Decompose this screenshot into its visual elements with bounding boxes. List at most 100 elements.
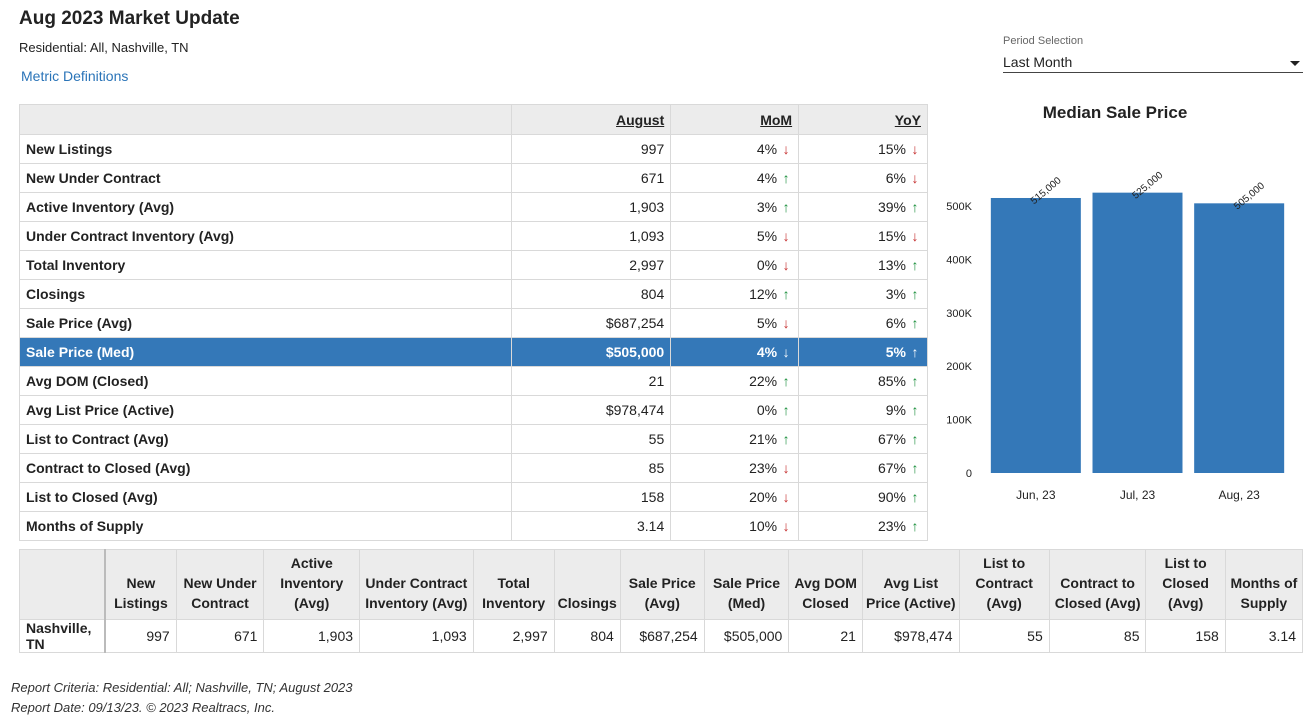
- metric-row[interactable]: Under Contract Inventory (Avg) 1,093 5% ↓ 15…: [18, 221, 928, 251]
- metric-yoy: 3% ↑: [798, 279, 928, 309]
- metric-row[interactable]: Active Inventory (Avg) 1,903 3% ↑ 39% ↑: [18, 192, 928, 222]
- metric-yoy: 13% ↑: [798, 250, 928, 280]
- metric-mom: 4% ↑: [670, 163, 800, 193]
- arrow-down-icon: ↓: [782, 489, 790, 505]
- arrow-up-icon: ↑: [911, 373, 919, 389]
- summary-column-header: New Listings: [104, 549, 177, 620]
- summary-column-header: Active Inventory (Avg): [263, 549, 361, 620]
- y-tick-label: 500K: [946, 201, 972, 213]
- summary-cell: 55: [958, 619, 1050, 653]
- metric-row[interactable]: Contract to Closed (Avg) 85 23% ↓ 67% ↑: [18, 453, 928, 483]
- metric-row[interactable]: Closings 804 12% ↑ 3% ↑: [18, 279, 928, 309]
- bar[interactable]: [1092, 192, 1183, 473]
- summary-column-header: Closings: [553, 549, 621, 620]
- metrics-table: August MoM YoY New Listings 997 4% ↓ 15% ↓ New…: [18, 104, 928, 541]
- metric-mom: 5% ↓: [670, 308, 800, 338]
- summary-row-label: Nashville, TN: [19, 619, 107, 653]
- metric-mom: 0% ↓: [670, 250, 800, 280]
- bar[interactable]: [990, 197, 1081, 474]
- metric-label: List to Closed (Avg): [18, 482, 513, 512]
- summary-column-header: Sale Price (Avg): [619, 549, 705, 620]
- arrow-up-icon: ↑: [911, 489, 919, 505]
- metric-yoy: 67% ↑: [798, 424, 928, 454]
- metric-row[interactable]: Months of Supply 3.14 10% ↓ 23% ↑: [18, 511, 928, 541]
- arrow-down-icon: ↓: [911, 170, 919, 186]
- metric-row[interactable]: New Under Contract 671 4% ↑ 6% ↓: [18, 163, 928, 193]
- summary-column-header: Under Contract Inventory (Avg): [359, 549, 474, 620]
- summary-column-header: Avg List Price (Active): [861, 549, 960, 620]
- metric-value: 1,903: [511, 192, 672, 222]
- metric-definitions-link[interactable]: Metric Definitions: [21, 68, 129, 84]
- metric-row[interactable]: Avg DOM (Closed) 21 22% ↑ 85% ↑: [18, 366, 928, 396]
- arrow-down-icon: ↓: [911, 228, 919, 244]
- metric-label: Under Contract Inventory (Avg): [18, 221, 513, 251]
- summary-column-header: Months of Supply: [1224, 549, 1304, 620]
- metric-yoy: 39% ↑: [798, 192, 928, 222]
- summary-table: New Listings New Under Contract Active Inv…: [19, 549, 1304, 653]
- period-select[interactable]: Last Month: [1003, 51, 1303, 73]
- summary-column-header: New Under Contract: [175, 549, 265, 620]
- metric-value: 158: [511, 482, 672, 512]
- metric-label: Months of Supply: [18, 511, 513, 541]
- metric-yoy: 6% ↑: [798, 308, 928, 338]
- metric-row[interactable]: Sale Price (Med) $505,000 4% ↓ 5% ↑: [18, 337, 928, 367]
- metric-yoy: 9% ↑: [798, 395, 928, 425]
- arrow-up-icon: ↑: [911, 286, 919, 302]
- caret-down-icon: [1290, 61, 1300, 66]
- y-tick-label: 100K: [946, 415, 972, 427]
- metric-row[interactable]: New Listings 997 4% ↓ 15% ↓: [18, 134, 928, 164]
- metric-row[interactable]: Total Inventory 2,997 0% ↓ 13% ↑: [18, 250, 928, 280]
- summary-cell: $505,000: [703, 619, 790, 653]
- metric-value: 2,997: [511, 250, 672, 280]
- arrow-up-icon: ↑: [782, 373, 790, 389]
- y-tick-label: 300K: [946, 308, 972, 320]
- metric-label: Avg DOM (Closed): [18, 366, 513, 396]
- arrow-up-icon: ↑: [782, 286, 790, 302]
- metric-yoy: 5% ↑: [798, 337, 928, 367]
- column-header-yoy[interactable]: YoY: [798, 104, 928, 135]
- metric-value: $978,474: [511, 395, 672, 425]
- summary-column-header: Sale Price (Med): [703, 549, 790, 620]
- summary-cell: $687,254: [619, 619, 705, 653]
- metric-row[interactable]: List to Contract (Avg) 55 21% ↑ 67% ↑: [18, 424, 928, 454]
- metric-value: 671: [511, 163, 672, 193]
- summary-column-header: List to Contract (Avg): [958, 549, 1050, 620]
- column-header-august[interactable]: August: [511, 104, 672, 135]
- metric-yoy: 6% ↓: [798, 163, 928, 193]
- metric-mom: 22% ↑: [670, 366, 800, 396]
- metric-yoy: 90% ↑: [798, 482, 928, 512]
- arrow-down-icon: ↓: [782, 460, 790, 476]
- metric-mom: 10% ↓: [670, 511, 800, 541]
- summary-column-header: List to Closed (Avg): [1145, 549, 1226, 620]
- metric-value: $505,000: [511, 337, 672, 367]
- arrow-up-icon: ↑: [911, 344, 919, 360]
- arrow-down-icon: ↓: [782, 315, 790, 331]
- summary-cell: 85: [1048, 619, 1147, 653]
- summary-cell: 3.14: [1224, 619, 1304, 653]
- summary-cell: 1,903: [263, 619, 361, 653]
- x-tick-label: Jun, 23: [1016, 488, 1056, 502]
- metric-yoy: 85% ↑: [798, 366, 928, 396]
- column-header-mom[interactable]: MoM: [670, 104, 800, 135]
- metric-label: New Under Contract: [18, 163, 513, 193]
- summary-column-header: Avg DOM Closed: [788, 549, 863, 620]
- metric-row[interactable]: List to Closed (Avg) 158 20% ↓ 90% ↑: [18, 482, 928, 512]
- report-date: Report Date: 09/13/23. © 2023 Realtracs,…: [11, 700, 275, 715]
- arrow-down-icon: ↓: [911, 141, 919, 157]
- arrow-up-icon: ↑: [782, 170, 790, 186]
- bar[interactable]: [1194, 203, 1285, 473]
- arrow-up-icon: ↑: [911, 257, 919, 273]
- metric-mom: 20% ↓: [670, 482, 800, 512]
- arrow-down-icon: ↓: [782, 344, 790, 360]
- summary-cell: 671: [175, 619, 265, 653]
- x-tick-label: Aug, 23: [1218, 488, 1260, 502]
- metric-label: List to Contract (Avg): [18, 424, 513, 454]
- arrow-up-icon: ↑: [782, 431, 790, 447]
- metric-value: 1,093: [511, 221, 672, 251]
- x-tick-label: Jul, 23: [1120, 488, 1156, 502]
- metric-label: Closings: [18, 279, 513, 309]
- metric-row[interactable]: Sale Price (Avg) $687,254 5% ↓ 6% ↑: [18, 308, 928, 338]
- arrow-up-icon: ↑: [911, 431, 919, 447]
- metric-label: Sale Price (Med): [18, 337, 513, 367]
- metric-row[interactable]: Avg List Price (Active) $978,474 0% ↑ 9% ↑: [18, 395, 928, 425]
